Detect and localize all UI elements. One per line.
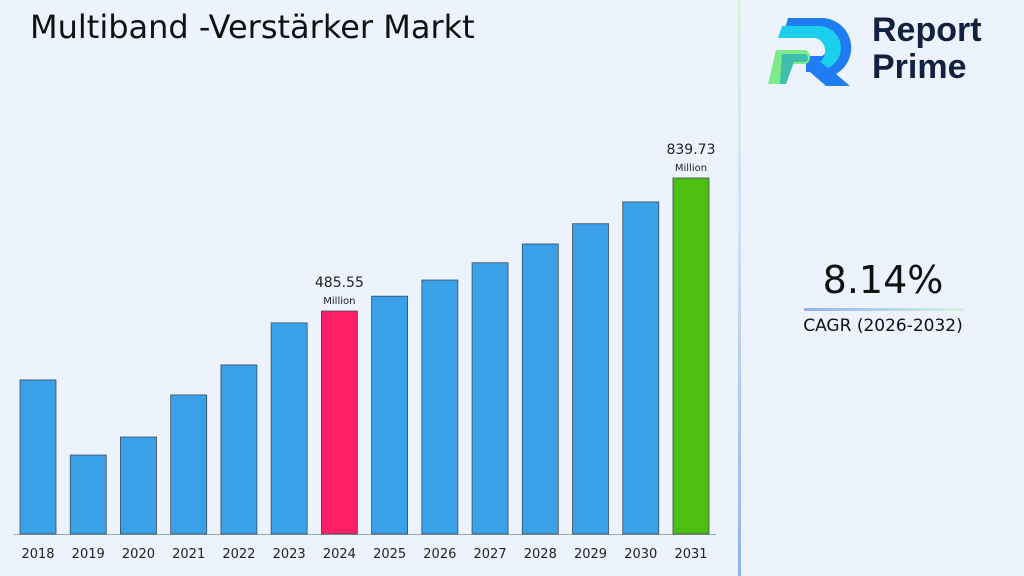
- x-tick-label: 2020: [122, 547, 155, 562]
- cagr-underline: [804, 308, 964, 311]
- cagr-label: CAGR (2026-2032): [803, 316, 963, 336]
- x-tick-label: 2024: [323, 547, 356, 562]
- x-tick-label: 2028: [524, 547, 557, 562]
- bar-2027: [471, 262, 509, 535]
- x-tick-label: 2025: [373, 547, 406, 562]
- data-label-unit: Million: [323, 296, 355, 307]
- x-tick-label: 2018: [21, 547, 54, 562]
- divider: [738, 0, 741, 576]
- bar-2028: [521, 243, 559, 535]
- data-label-value: 839.73: [666, 142, 715, 158]
- x-tick-label: 2021: [172, 547, 205, 562]
- bar-2025: [371, 295, 409, 535]
- bar-2026: [421, 279, 459, 535]
- bar-2019: [69, 454, 107, 535]
- bar-2030: [622, 201, 660, 535]
- x-tick-label: 2022: [222, 547, 255, 562]
- bar-2029: [572, 223, 609, 535]
- bar-2022: [220, 364, 258, 535]
- x-tick-label: 2027: [474, 547, 507, 562]
- x-tick-label: 2029: [574, 547, 607, 562]
- x-tick-label: 2019: [72, 547, 105, 562]
- data-label-value: 485.55: [315, 275, 364, 291]
- x-tick-label: 2026: [423, 547, 456, 562]
- data-label-unit: Million: [675, 163, 707, 174]
- cagr-value: 8.14%: [822, 258, 944, 302]
- brand-line2: Prime: [872, 48, 967, 86]
- bar-2023: [270, 322, 308, 535]
- x-tick-label: 2030: [624, 547, 657, 562]
- x-tick-label: 2031: [674, 547, 707, 562]
- bar-chart: 2018 2019 2020 2021 2022 2023 2024 485.55 Millio…: [14, 142, 716, 562]
- bar-2020: [120, 436, 157, 535]
- bar-2024: [320, 310, 358, 535]
- report-prime-logo-icon: [768, 18, 852, 86]
- x-tick-label: 2023: [273, 547, 306, 562]
- brand-name: Report Prime: [872, 12, 982, 86]
- bar-2021: [170, 394, 208, 535]
- bar-2031: [672, 177, 710, 535]
- brand-line1: Report: [872, 11, 982, 49]
- bar-2018: [19, 379, 57, 535]
- chart-title: Multiband -Verstärker Markt: [30, 8, 475, 46]
